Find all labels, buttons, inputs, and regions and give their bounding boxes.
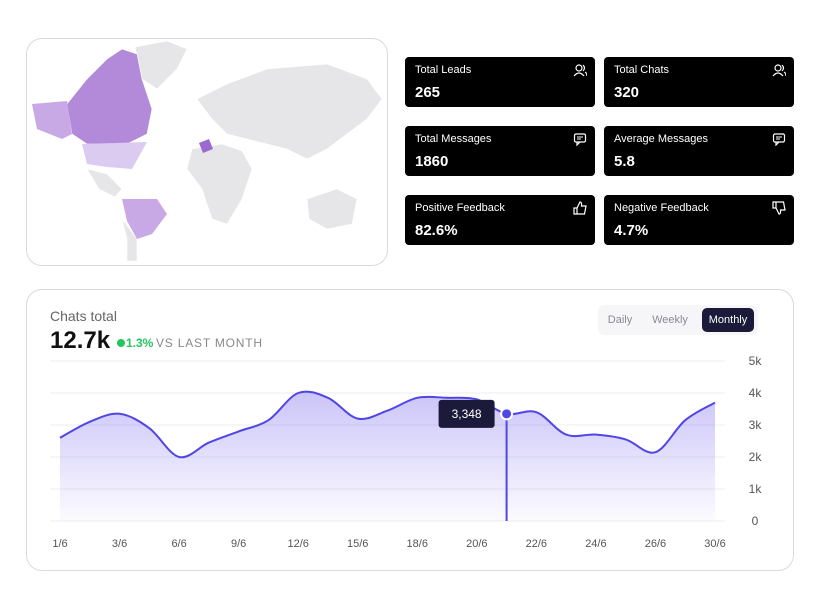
stat-card: Average Messages 5.8	[604, 126, 794, 176]
france	[199, 139, 213, 153]
stat-value: 82.6%	[415, 222, 458, 239]
stat-card: Total Messages 1860	[405, 126, 595, 176]
stat-value: 4.7%	[614, 222, 649, 239]
stat-label: Negative Feedback	[614, 202, 709, 214]
stat-value: 265	[415, 84, 441, 101]
australia	[306, 188, 358, 230]
stat-icon	[573, 201, 587, 215]
world-map	[32, 40, 383, 262]
stat-icon	[573, 133, 587, 146]
central-america	[86, 168, 123, 198]
stat-card: Negative Feedback 4.7%	[604, 195, 794, 245]
stat-card: Total Leads 265	[405, 57, 595, 107]
stat-label: Positive Feedback	[415, 202, 505, 214]
map-panel	[26, 38, 388, 266]
period-tabs: Daily Weekly Monthly	[598, 305, 758, 335]
brazil	[122, 199, 167, 239]
tab-active[interactable]: Monthly	[702, 308, 754, 332]
stat-value: 1860	[415, 153, 449, 170]
usa	[82, 142, 147, 169]
stat-label: Total Messages	[415, 133, 492, 145]
stat-label: Average Messages	[614, 133, 708, 145]
eurasia	[196, 63, 383, 160]
africa	[186, 143, 253, 225]
stat-value: 5.8	[614, 153, 635, 170]
alaska	[32, 101, 72, 139]
tab[interactable]: Weekly	[652, 314, 688, 326]
stat-icon	[772, 201, 786, 215]
stat-value: 320	[614, 84, 640, 101]
stat-label: Total Chats	[614, 64, 670, 76]
stat-icon	[772, 133, 786, 146]
stat-icon	[772, 64, 786, 77]
south-america-south	[121, 218, 138, 262]
stat-icon	[573, 64, 587, 77]
stat-card: Total Chats 320	[604, 57, 794, 107]
tab[interactable]: Daily	[607, 314, 633, 326]
stat-card: Positive Feedback 82.6%	[405, 195, 595, 245]
stat-label: Total Leads	[415, 64, 472, 76]
